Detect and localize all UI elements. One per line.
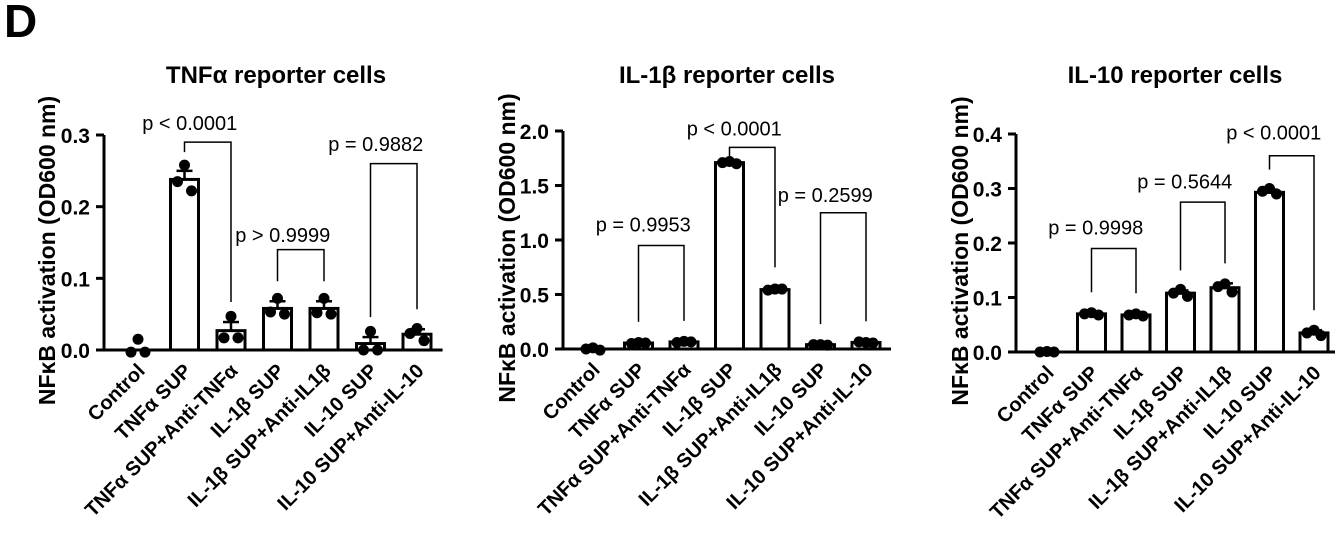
y-tick-label: 0.5 — [520, 285, 550, 308]
bar — [1209, 286, 1241, 354]
data-point — [1034, 346, 1046, 358]
y-tick-label: 0.3 — [973, 179, 1002, 202]
y-tick-label: 1.5 — [520, 176, 550, 199]
data-point — [808, 339, 819, 351]
comparison-bracket — [183, 141, 232, 303]
data-point — [125, 346, 137, 358]
bar — [1076, 312, 1107, 354]
y-tick-label: 2.0 — [520, 121, 549, 144]
chart-title: TNFα reporter cells — [166, 62, 386, 89]
comparison-bracket — [1268, 155, 1315, 311]
data-point — [1168, 287, 1179, 299]
data-point — [594, 344, 606, 356]
comparison-bracket — [1179, 201, 1226, 271]
y-axis-label: NFκB activation (OD600 nm) — [34, 96, 60, 405]
y-tick-label: 0.0 — [520, 339, 549, 362]
data-point — [776, 283, 788, 295]
p-value-label: p = 0.9882 — [328, 134, 423, 156]
data-point — [139, 346, 151, 358]
data-point — [1315, 330, 1327, 342]
data-point — [626, 338, 637, 350]
bar — [714, 161, 745, 351]
bar — [1120, 313, 1152, 354]
comparison-bracket — [637, 244, 685, 322]
p-value-label: p = 0.9998 — [1048, 218, 1143, 240]
data-point — [311, 307, 323, 319]
comparison-bracket — [276, 248, 325, 282]
chart-title: IL-1β reporter cells — [619, 62, 835, 89]
data-point — [1137, 310, 1149, 322]
bar — [169, 177, 200, 352]
data-point — [1079, 308, 1090, 320]
data-point — [358, 344, 369, 356]
data-point — [325, 308, 337, 320]
data-point — [685, 336, 697, 348]
data-point — [1182, 290, 1193, 302]
data-point — [580, 343, 592, 355]
data-point — [265, 306, 276, 318]
p-value-label: p = 0.9953 — [596, 215, 691, 237]
data-point — [232, 332, 244, 344]
data-point — [1226, 286, 1238, 298]
comparison-bracket — [728, 146, 776, 268]
data-point — [717, 157, 728, 169]
y-tick-label: 0.4 — [973, 124, 1003, 147]
y-tick-label: 0.0 — [973, 342, 1002, 365]
p-value-label: p = 0.5644 — [1137, 171, 1232, 193]
data-point — [186, 185, 197, 197]
data-point — [132, 333, 144, 345]
p-value-label: p = 0.2599 — [778, 185, 873, 207]
y-tick-label: 0.1 — [61, 268, 91, 291]
y-tick-label: 0.3 — [61, 125, 90, 148]
chart-2: IL-1β reporter cells NFκB activation (OD6… — [494, 62, 892, 520]
data-point — [1123, 309, 1135, 321]
data-point — [418, 335, 430, 347]
data-point — [762, 284, 774, 296]
chart-3: IL-10 reporter cells NFκB activation (OD6… — [947, 62, 1335, 523]
panel-letter: D — [4, 0, 38, 47]
bar — [1254, 190, 1285, 354]
data-point — [1212, 281, 1224, 293]
y-tick-label: 0.0 — [61, 340, 90, 363]
data-point — [867, 337, 879, 349]
chart-title: IL-10 reporter cells — [1068, 62, 1283, 89]
data-point — [853, 336, 865, 348]
y-tick-label: 1.0 — [520, 230, 549, 253]
comparison-bracket — [819, 212, 867, 325]
data-point — [1048, 346, 1060, 358]
data-point — [1271, 188, 1282, 200]
data-point — [218, 332, 230, 344]
data-point — [1257, 185, 1268, 197]
data-point — [372, 344, 383, 356]
data-point — [272, 292, 283, 304]
bar — [759, 288, 791, 351]
data-point — [179, 159, 190, 171]
y-axis-label: NFκB activation (OD600 nm) — [947, 96, 973, 405]
data-point — [640, 337, 651, 349]
data-point — [1301, 327, 1313, 339]
data-point — [225, 310, 237, 322]
y-axis-label: NFκB activation (OD600 nm) — [494, 93, 520, 402]
data-point — [822, 339, 833, 351]
data-point — [671, 336, 683, 348]
p-value-label: p > 0.9999 — [235, 225, 330, 247]
data-point — [731, 158, 742, 170]
comparison-bracket — [369, 162, 418, 318]
p-value-label: p < 0.0001 — [687, 119, 782, 141]
chart-1: TNFα reporter cells NFκB activation (OD60… — [34, 62, 443, 521]
y-tick-label: 0.1 — [973, 288, 1003, 311]
p-value-label: p < 0.0001 — [1226, 122, 1321, 144]
data-point — [279, 308, 290, 320]
y-tick-label: 0.2 — [973, 233, 1002, 256]
bar — [1165, 291, 1196, 354]
data-point — [1093, 309, 1104, 321]
comparison-bracket — [1090, 247, 1137, 294]
y-tick-label: 0.2 — [61, 197, 90, 220]
data-point — [365, 325, 376, 337]
p-value-label: p < 0.0001 — [142, 113, 237, 135]
data-point — [172, 176, 183, 188]
data-point — [404, 328, 416, 340]
data-point — [318, 292, 330, 304]
